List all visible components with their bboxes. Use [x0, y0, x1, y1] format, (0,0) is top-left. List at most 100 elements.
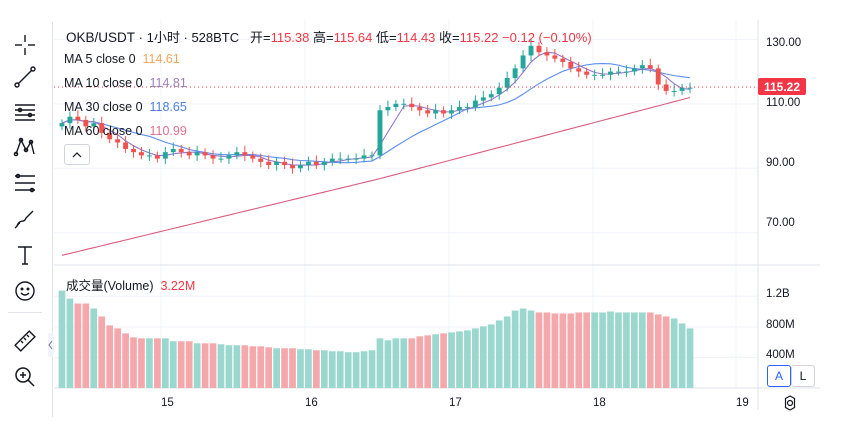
volume-bar	[456, 331, 463, 388]
volume-bar	[615, 312, 622, 388]
candle-body	[67, 116, 73, 124]
ma30-legend[interactable]: MA 30 close 0 118.65	[64, 100, 187, 114]
candle-body	[608, 71, 613, 75]
candle-body	[464, 107, 470, 109]
symbol-name[interactable]: OKB/USDT	[66, 30, 136, 45]
candle-body	[305, 161, 311, 166]
candle-body	[313, 161, 319, 166]
zoom-in-icon[interactable]	[10, 362, 40, 392]
interval[interactable]: 1小时	[146, 30, 180, 45]
price-tick: 90.00	[766, 157, 795, 169]
volume-bar	[678, 323, 686, 388]
crosshair-icon[interactable]	[10, 30, 40, 60]
pattern-icon[interactable]	[10, 132, 40, 162]
volume-bar	[503, 316, 511, 388]
volume-bar	[670, 318, 678, 388]
volume-bar	[368, 350, 376, 388]
chart-canvas[interactable]	[54, 20, 848, 410]
emoji-icon[interactable]	[10, 276, 40, 306]
volume-bar	[607, 311, 614, 388]
volume-tick: 400M	[766, 349, 795, 361]
candle-body	[377, 110, 383, 156]
candle-body	[75, 116, 81, 120]
price-tick: 130.00	[766, 37, 802, 49]
ruler-icon[interactable]	[10, 326, 40, 356]
volume-bar	[320, 350, 328, 388]
volume-bar	[591, 312, 598, 388]
horizontal-lines-icon[interactable]	[10, 97, 40, 127]
ma60-legend[interactable]: MA 60 close 0 110.99	[64, 124, 187, 138]
candle-body	[266, 161, 272, 166]
volume-bar	[169, 341, 177, 388]
candle-body	[274, 161, 280, 166]
candle-body	[194, 152, 200, 156]
volume-bar	[273, 348, 280, 388]
time-tick: 15	[161, 397, 174, 409]
volume-bar	[599, 312, 606, 388]
trend-line-icon[interactable]	[10, 62, 40, 92]
close-value: 115.22	[459, 30, 499, 45]
ma5-legend[interactable]: MA 5 close 0 114.61	[64, 52, 180, 66]
ma60-value: 110.99	[149, 124, 187, 138]
candle-body	[457, 107, 462, 111]
collapse-legend-button[interactable]	[64, 144, 90, 165]
candle-body	[202, 152, 208, 156]
volume-bar	[130, 337, 137, 388]
log-scale-button[interactable]: L	[791, 365, 815, 387]
chart-area[interactable]: OKB/USDT · 1小时 · 528BTC 开=115.38 高=115.6…	[54, 20, 848, 412]
candle-body	[250, 155, 256, 159]
volume-value: 3.22M	[160, 279, 196, 293]
price-tick: 110.00	[766, 97, 801, 109]
volume-bars	[58, 290, 694, 388]
brush-icon[interactable]	[10, 204, 40, 234]
fib-retracement-icon[interactable]	[10, 168, 40, 198]
candle-body	[337, 158, 343, 160]
ma10-legend[interactable]: MA 10 close 0 114.81	[64, 76, 187, 90]
volume-bar	[487, 324, 495, 388]
candle-body	[139, 152, 144, 156]
ma30-value: 118.65	[149, 100, 187, 114]
candle-body	[345, 158, 351, 160]
candle-body	[107, 132, 113, 140]
volume-legend[interactable]: 成交量(Volume) 3.22M	[66, 279, 196, 293]
candles	[59, 39, 693, 174]
volume-bar	[201, 343, 209, 388]
candle-body	[639, 65, 645, 69]
volume-bar	[360, 351, 368, 388]
volume-bar	[122, 333, 129, 388]
auto-scale-button[interactable]: A	[767, 365, 791, 387]
candle-body	[393, 103, 399, 108]
volume-bar	[344, 352, 352, 388]
candle-body	[242, 152, 248, 156]
candle-body	[353, 158, 359, 160]
volume-bar	[114, 328, 121, 388]
candle-body	[170, 148, 176, 153]
ma30-line	[61, 62, 691, 164]
time-tick: 18	[593, 397, 606, 409]
candle-body	[226, 155, 232, 159]
gear-icon	[784, 395, 796, 411]
text-icon[interactable]	[10, 240, 40, 270]
separator: ·	[138, 30, 143, 45]
volume-bar	[448, 332, 455, 388]
last-price-tag: 115.22	[758, 78, 806, 95]
candle-body	[361, 155, 367, 159]
open-label: 开=	[249, 30, 271, 45]
ma60-line	[61, 96, 691, 256]
candle-body	[290, 165, 295, 169]
settings-button[interactable]	[781, 394, 799, 412]
candle-body	[178, 148, 184, 153]
change-value: −0.12 (−0.10%)	[502, 30, 592, 45]
time-tick: 16	[305, 397, 318, 409]
volume-bar	[623, 312, 630, 388]
separator: ·	[183, 30, 188, 45]
volume-bar	[90, 308, 98, 388]
candle-body	[218, 158, 224, 160]
volume-bar	[138, 338, 145, 388]
volume-bar	[193, 343, 201, 388]
candle-body	[298, 165, 303, 169]
candle-body	[91, 123, 97, 127]
candle-body	[401, 103, 407, 105]
toolbar-collapse-handle[interactable]	[48, 333, 54, 357]
candle-body	[536, 45, 542, 53]
